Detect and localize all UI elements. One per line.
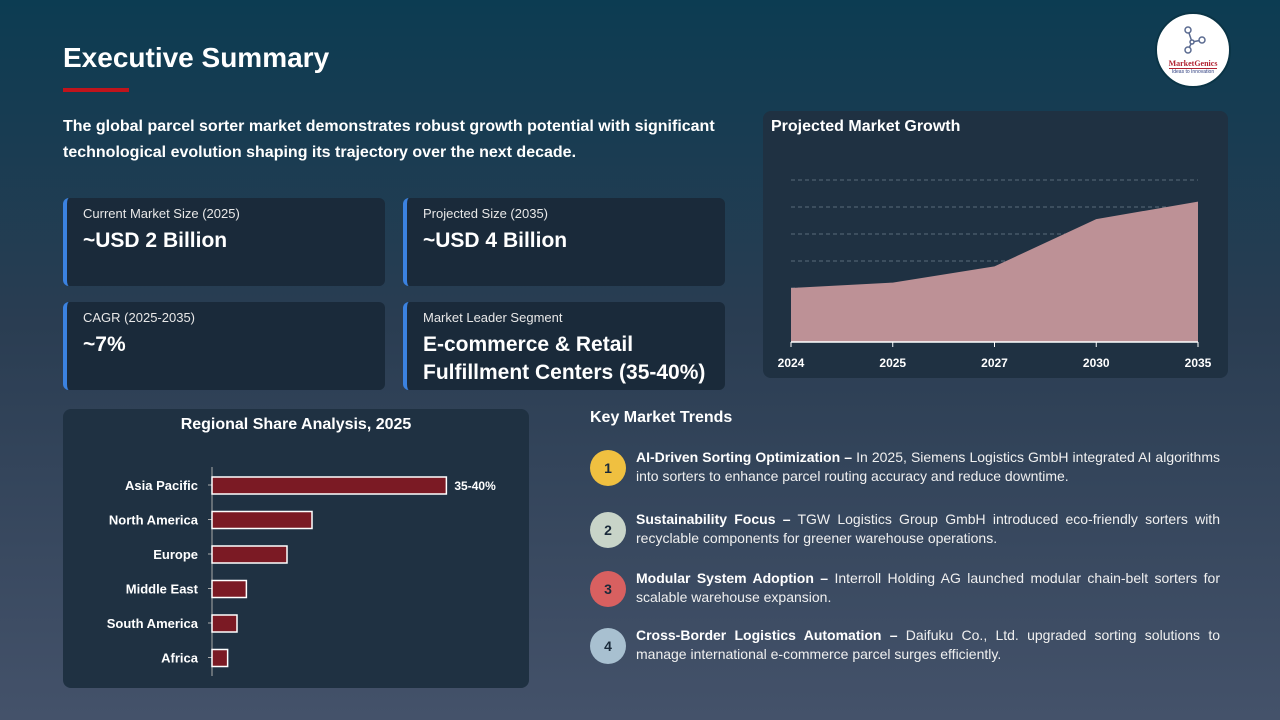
trend-body: TGW Logistics Group GmbH introduced eco-… [636,511,1220,546]
category-label: Europe [153,547,198,562]
bar [211,545,288,564]
logo-tagline: Ideas to Innovation [1169,68,1217,75]
data-label: 35-40% [454,479,496,493]
card-label: CAGR (2025-2035) [83,310,195,325]
chart-title: Regional Share Analysis, 2025 [180,416,412,433]
category-label: Middle East [126,582,199,597]
x-tick-label: 2025 [879,356,906,370]
network-icon [1184,26,1206,54]
card-cagr: CAGR (2025-2035) ~7% [63,302,385,390]
card-label: Market Leader Segment [423,310,563,325]
card-projected-size: Projected Size (2035) ~USD 4 Billion [403,198,725,286]
x-tick-label: 2027 [981,356,1008,370]
trend-heading: AI-Driven Sorting Optimization – [636,449,853,465]
bar [211,510,313,530]
bar [211,614,238,633]
trend-text: Cross-Border Logistics Automation – Daif… [636,626,1220,664]
category-label: North America [109,513,199,528]
trend-heading: Sustainability Focus – [636,511,791,527]
category-label: South America [107,616,199,631]
chart-title: Projected Market Growth [771,118,961,135]
trend-number-badge: 4 [590,628,626,664]
card-leader-segment: Market Leader Segment E-commerce & Retail… [403,302,725,390]
x-tick-label: 2030 [1083,356,1110,370]
trend-body: In 2025, Siemens Logistics GmbH integrat… [636,449,1220,484]
card-label: Projected Size (2035) [423,206,549,221]
trend-item: 4 Cross-Border Logistics Automation – Dai… [590,626,1220,664]
category-label: Africa [161,651,199,666]
trend-item: 1 AI-Driven Sorting Optimization – In 202… [590,448,1220,486]
x-tick-label: 2035 [1185,356,1212,370]
trend-body: Daifuku Co., Ltd. upgraded sorting solut… [636,627,1220,662]
trends-title: Key Market Trends [590,409,733,426]
intro-text: The global parcel sorter market demonstr… [63,118,715,161]
bar [211,579,248,599]
trend-item: 2 Sustainability Focus – TGW Logistics Gr… [590,510,1220,548]
trend-number-badge: 2 [590,512,626,548]
area-series [791,201,1198,342]
trend-heading: Cross-Border Logistics Automation – [636,627,898,643]
bar [211,648,229,668]
trend-number-badge: 3 [590,571,626,607]
title-underline [63,88,129,92]
logo: MarketGenics Ideas to Innovation [1155,12,1231,88]
trend-item: 3 Modular System Adoption – Interroll Hol… [590,569,1220,607]
trend-body: Interroll Holding AG launched modular ch… [636,570,1221,605]
logo-name: MarketGenics [1168,59,1218,68]
regional-chart-panel: Regional Share Analysis, 2025 Asia Pacif… [63,409,529,688]
card-label: Current Market Size (2025) [83,206,240,221]
bar-chart: Asia Pacific 35-40% North America Europe Mid… [107,467,496,676]
area-chart: 2024 2025 2027 2030 2035 [778,179,1212,370]
card-value: E-commerce & Retail Fulfillment Centers … [423,333,706,384]
card-value: ~USD 2 Billion [83,229,228,252]
x-tick-label: 2024 [778,356,805,370]
card-current-size: Current Market Size (2025) ~USD 2 Billion [63,198,385,286]
trend-number-badge: 1 [590,450,626,486]
card-value: ~USD 4 Billion [423,229,568,252]
trend-text: AI-Driven Sorting Optimization – In 2025… [636,448,1220,486]
page-title: Executive Summary [63,42,330,73]
growth-chart-panel: Projected Market Growth 2024 2025 2027 2030… [763,111,1228,378]
trend-heading: Modular System Adoption – [636,570,829,586]
bar [211,476,448,495]
category-label: Asia Pacific [125,478,198,493]
trend-text: Modular System Adoption – Interroll Hold… [636,569,1220,607]
card-value: ~7% [83,333,126,356]
trend-text: Sustainability Focus – TGW Logistics Gro… [636,510,1220,548]
